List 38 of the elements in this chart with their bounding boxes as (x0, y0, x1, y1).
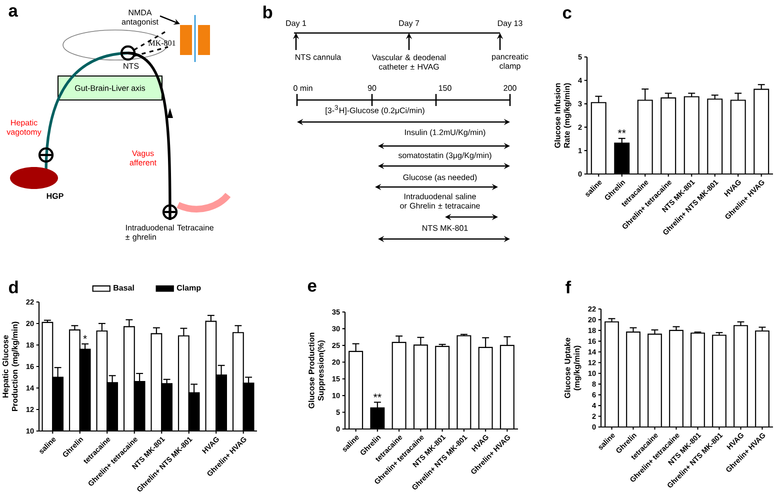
text: b (263, 6, 272, 18)
y-axis-title: Glucose Uptake (mg/kg/min) (564, 338, 582, 398)
annotation: ** (618, 129, 626, 134)
text: Vagus afferent (130, 150, 156, 166)
legend-label: Basal (114, 284, 134, 291)
text: NTS cannula (296, 54, 342, 60)
text: NMDA antagonist (122, 10, 158, 26)
text: Gut-Brain-Liver axis (75, 85, 146, 91)
text: Vascular & deodenal catheter ± HVAG (372, 54, 446, 70)
annotation: * (83, 335, 87, 339)
text: somatostatin (3μg/Kg/min) (398, 152, 492, 160)
text: Intraduodenal Tetracaine ± ghrelin (126, 224, 214, 242)
annotation: ** (373, 394, 382, 398)
text: 90 (368, 85, 376, 91)
text: Glucose (as needed) (403, 174, 477, 182)
chart-title: f (566, 280, 572, 294)
text: 0 min (294, 85, 312, 91)
text: pancreatic clamp (492, 54, 528, 70)
text: Day 7 (399, 20, 420, 28)
y-axis-title: Hepatic Glucose Production (mg/kg/min) (2, 322, 20, 412)
text: Hepatic vagotomy (6, 120, 42, 136)
text: 150 (438, 85, 452, 91)
text: Intraduodenal saline or Ghrelin ± tetracaine (400, 193, 480, 209)
chart-title: d (8, 280, 18, 294)
text: NTS (124, 63, 139, 69)
text: HGP (46, 193, 64, 199)
text: [3-$^{3}$H]-Glucose (0.2μCi/min) (326, 105, 424, 115)
chart-title: c (562, 9, 572, 19)
y-axis-title: Glucose Production Suppression(%) (308, 332, 326, 408)
text: Day 1 (286, 20, 306, 28)
text: a (8, 7, 18, 17)
text: MK-801 (148, 40, 176, 46)
y-axis-title: Glucose Infusion Rate (mg/kg/min) (554, 83, 572, 148)
text: Day 13 (498, 20, 522, 28)
legend-label: Clamp (176, 284, 201, 292)
text: Insulin (1.2mU/Kg/min) (405, 129, 486, 137)
chart-title: e (308, 282, 316, 292)
text: 200 (504, 85, 516, 91)
